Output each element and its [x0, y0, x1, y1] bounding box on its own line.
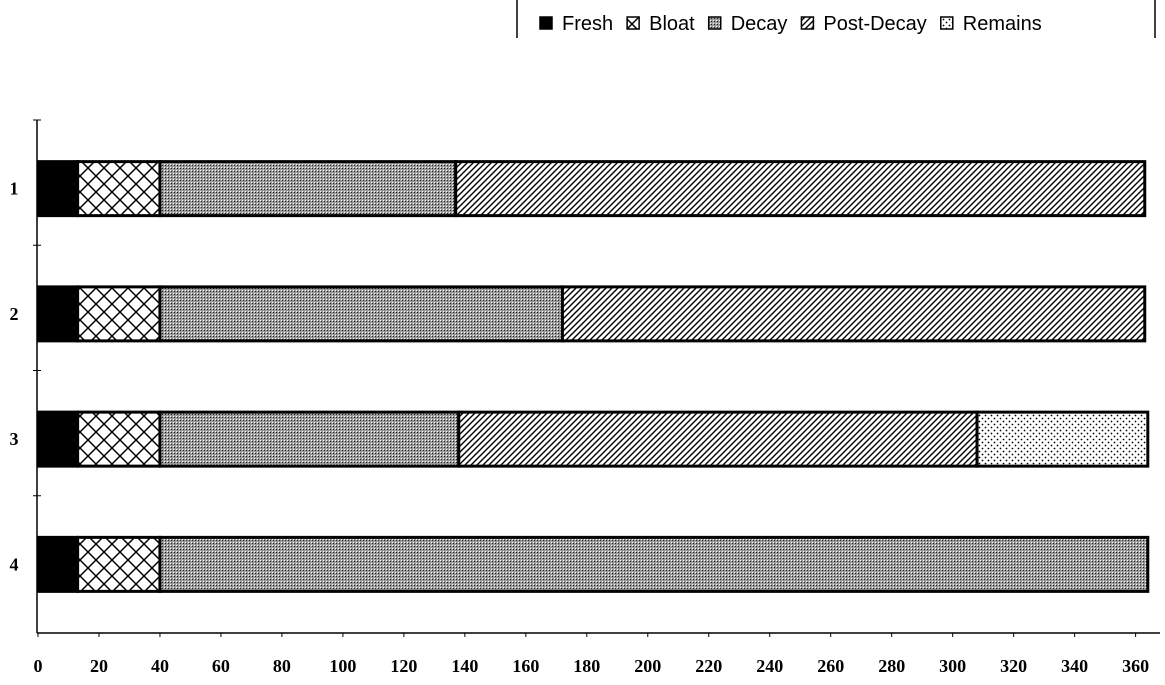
x-tick-label: 20 — [90, 656, 108, 676]
legend-swatch — [707, 16, 722, 30]
legend-swatch — [800, 16, 815, 30]
legend-label: Fresh — [562, 13, 613, 35]
x-tick-label: 60 — [212, 656, 230, 676]
x-tick-label: 300 — [939, 656, 966, 676]
x-tick-label: 340 — [1061, 656, 1088, 676]
bar-segment — [76, 160, 162, 218]
x-tick-label: 180 — [573, 656, 600, 676]
bar-segment — [36, 410, 80, 468]
x-tick-label: 0 — [34, 656, 43, 676]
bar-segment — [158, 160, 458, 218]
x-tick-label: 120 — [390, 656, 417, 676]
x-tick-label: 220 — [695, 656, 722, 676]
bar-segment — [36, 160, 80, 218]
legend-label: Remains — [963, 13, 1042, 35]
x-tick-label: 200 — [634, 656, 661, 676]
bar-segment — [76, 535, 162, 593]
legend-swatch — [539, 16, 553, 30]
x-tick-label: 360 — [1122, 656, 1149, 676]
y-tick-label: 3 — [10, 429, 19, 449]
bar-segment — [36, 285, 80, 343]
bar-segment — [76, 285, 162, 343]
bar-segment — [76, 410, 162, 468]
x-tick-label: 100 — [329, 656, 356, 676]
x-tick-label: 80 — [273, 656, 291, 676]
x-tick-label: 160 — [512, 656, 539, 676]
bar-segment — [36, 535, 80, 593]
x-tick-label: 320 — [1000, 656, 1027, 676]
legend-label: Post-Decay — [823, 13, 926, 35]
y-tick-label: 2 — [10, 304, 19, 324]
y-tick-label: 1 — [10, 179, 19, 199]
x-tick-label: 240 — [756, 656, 783, 676]
x-tick-label: 280 — [878, 656, 905, 676]
bar-segment — [158, 535, 1150, 593]
legend-label: Decay — [731, 13, 788, 35]
x-tick-label: 140 — [451, 656, 478, 676]
bar-segment — [975, 410, 1150, 468]
x-tick-label: 40 — [151, 656, 169, 676]
bar-segment — [158, 285, 564, 343]
bar-segment — [454, 160, 1147, 218]
bar-segment — [457, 410, 979, 468]
bar-segment — [560, 285, 1147, 343]
legend-swatch — [940, 16, 954, 30]
legend-label: Bloat — [649, 13, 695, 35]
y-tick-label: 4 — [10, 554, 19, 574]
x-tick-label: 260 — [817, 656, 844, 676]
legend-swatch — [626, 16, 640, 30]
bar-segment — [158, 410, 461, 468]
